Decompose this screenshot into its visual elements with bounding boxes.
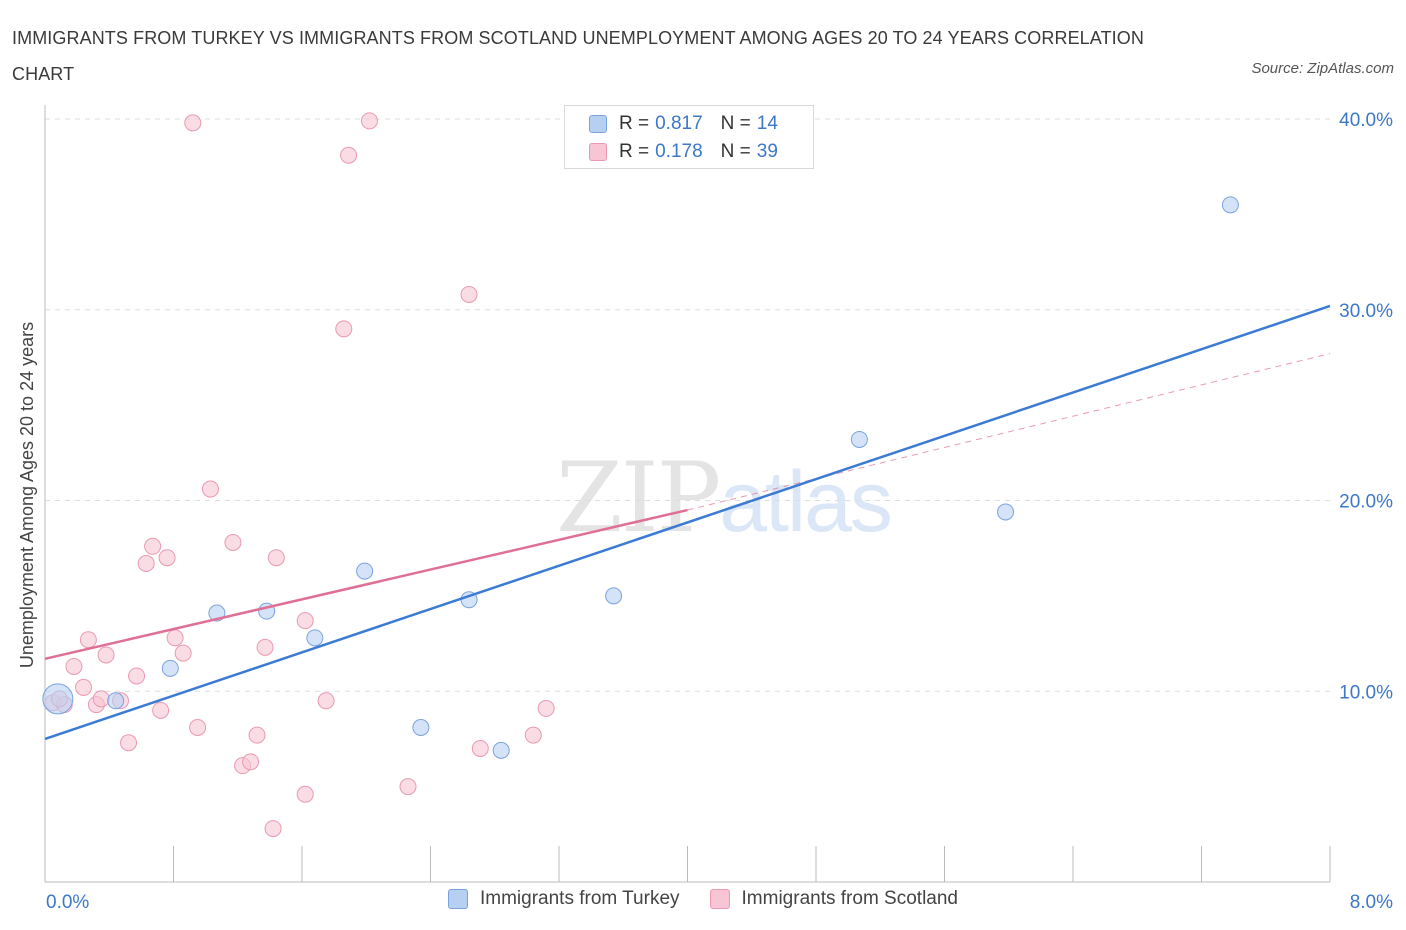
- point-scotland: [224, 533, 242, 551]
- x-tick-label: 0.0%: [46, 892, 89, 913]
- point-turkey: [107, 692, 125, 710]
- y-tick-label: 30.0%: [1339, 301, 1393, 322]
- point-scotland: [184, 114, 202, 132]
- point-scotland: [75, 678, 93, 696]
- point-scotland: [189, 718, 207, 736]
- point-scotland: [524, 726, 542, 744]
- point-scotland: [296, 785, 314, 803]
- y-axis-label: Unemployment Among Ages 20 to 24 years: [17, 322, 37, 668]
- point-scotland: [264, 820, 282, 838]
- correlation-legend: R = 0.817 N = 14 R = 0.178 N = 39: [564, 105, 814, 169]
- legend-n-label: N =: [720, 113, 751, 134]
- trend-line-scotland: [44, 508, 688, 661]
- chart-title: IMMIGRANTS FROM TURKEY VS IMMIGRANTS FRO…: [12, 28, 1144, 84]
- series-name-scotland: Immigrants from Scotland: [741, 888, 958, 909]
- x-tick-label: 8.0%: [1350, 892, 1393, 913]
- point-turkey: [412, 718, 430, 736]
- point-scotland: [267, 549, 285, 567]
- legend-n-label: N =: [720, 141, 751, 162]
- point-scotland: [65, 657, 83, 675]
- point-scotland: [256, 638, 274, 656]
- point-scotland: [158, 549, 176, 567]
- trend-extension-scotland: [687, 353, 1331, 511]
- series-legend: Immigrants from Turkey Immigrants from S…: [0, 888, 1406, 910]
- point-scotland: [137, 554, 155, 572]
- point-scotland: [144, 537, 162, 555]
- point-scotland: [537, 699, 555, 717]
- legend-r-label: R =: [619, 113, 650, 134]
- legend-swatch-scotland: [589, 143, 607, 161]
- point-scotland: [152, 701, 170, 719]
- point-scotland: [166, 629, 184, 647]
- point-turkey: [356, 562, 374, 580]
- point-scotland: [335, 320, 353, 338]
- point-scotland: [460, 285, 478, 303]
- legend-row-scotland: R = 0.178 N = 39: [589, 139, 778, 165]
- legend-swatch-turkey: [589, 115, 607, 133]
- point-scotland: [97, 646, 115, 664]
- legend-n-value-turkey: 14: [756, 113, 778, 134]
- point-scotland: [242, 753, 260, 771]
- point-scotland: [79, 631, 97, 649]
- series-legend-turkey[interactable]: Immigrants from Turkey: [447, 888, 680, 910]
- point-scotland: [174, 644, 192, 662]
- series-name-turkey: Immigrants from Turkey: [479, 888, 680, 909]
- point-scotland: [92, 690, 110, 708]
- legend-r-label: R =: [619, 141, 650, 162]
- legend-row-turkey: R = 0.817 N = 14: [589, 111, 778, 137]
- point-turkey: [605, 587, 623, 605]
- point-scotland: [340, 146, 358, 164]
- point-scotland: [120, 734, 138, 752]
- legend-n-value-scotland: 39: [756, 141, 778, 162]
- point-turkey: [306, 629, 324, 647]
- point-turkey: [1221, 196, 1239, 214]
- point-scotland: [201, 480, 219, 498]
- point-scotland: [296, 612, 314, 630]
- series-swatch-scotland: [709, 889, 730, 909]
- y-tick-label: 20.0%: [1339, 492, 1393, 513]
- source-label: Source: ZipAtlas.com: [1251, 60, 1394, 77]
- point-scotland: [399, 778, 417, 796]
- point-turkey: [850, 430, 868, 448]
- point-turkey: [42, 683, 74, 715]
- legend-r-value-scotland: 0.178: [655, 141, 703, 162]
- point-turkey: [492, 741, 510, 759]
- point-scotland: [128, 667, 146, 685]
- legend-r-value-turkey: 0.817: [655, 113, 703, 134]
- point-scotland: [317, 692, 335, 710]
- point-scotland: [248, 726, 266, 744]
- point-turkey: [161, 659, 179, 677]
- y-tick-label: 10.0%: [1339, 682, 1393, 703]
- y-tick-label: 40.0%: [1339, 110, 1393, 131]
- point-scotland: [360, 112, 378, 130]
- trend-line-turkey: [44, 304, 1331, 741]
- point-turkey: [997, 503, 1015, 521]
- series-swatch-turkey: [447, 889, 468, 909]
- point-scotland: [471, 739, 489, 757]
- series-legend-scotland[interactable]: Immigrants from Scotland: [709, 888, 958, 910]
